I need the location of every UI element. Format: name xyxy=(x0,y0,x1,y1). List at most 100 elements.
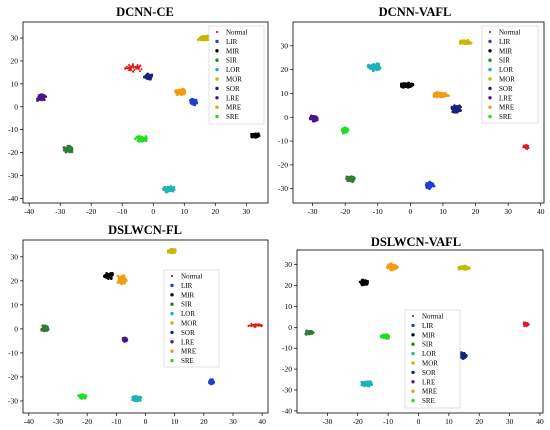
cluster-mre xyxy=(174,87,187,96)
scatter-points xyxy=(36,34,261,194)
scatter-point xyxy=(523,325,526,328)
cluster-sor xyxy=(143,72,154,81)
x-tick-label: -30 xyxy=(308,207,318,216)
legend-marker xyxy=(411,361,415,365)
scatter-point xyxy=(346,179,350,183)
scatter-point xyxy=(527,145,530,148)
scatter-point xyxy=(104,274,108,278)
scatter-point xyxy=(209,378,212,381)
scatter-point xyxy=(138,65,141,68)
scatter-point xyxy=(132,66,135,69)
x-tick-label: 20 xyxy=(212,207,220,216)
cluster-sir xyxy=(345,175,356,183)
panel-dcnn-vafl: DCNN-VAFL -30 -20 -10 0 10 20 30 40 -30 -20 -10 0 10… xyxy=(278,5,545,216)
scatter-point xyxy=(525,145,528,148)
x-tick-label: 10 xyxy=(171,417,179,426)
scatter-point xyxy=(364,381,368,384)
panel-title: DSLWCN-VAFL xyxy=(371,235,461,249)
scatter-point xyxy=(254,135,257,139)
scatter-point xyxy=(166,249,170,253)
cluster-sor xyxy=(457,351,468,360)
legend-label: MIR xyxy=(226,47,240,55)
scatter-point xyxy=(428,180,432,184)
scatter-point xyxy=(435,95,439,98)
scatter-point xyxy=(211,381,215,385)
scatter-point xyxy=(250,322,253,325)
x-tick-label: 0 xyxy=(144,417,148,426)
y-tick-label: 30 xyxy=(11,252,19,261)
scatter-point xyxy=(141,137,144,140)
legend-marker xyxy=(170,340,174,344)
legend-label: MOR xyxy=(499,76,515,84)
cluster-mir xyxy=(250,132,261,139)
legend-label: SOR xyxy=(226,85,240,93)
scatter-point xyxy=(146,73,149,76)
x-tick-label: -20 xyxy=(353,417,363,426)
scatter-point xyxy=(133,68,136,71)
panel-title: DCNN-CE xyxy=(116,5,174,19)
y-tick-label: 0 xyxy=(14,324,18,333)
scatter-point xyxy=(527,323,530,326)
legend-marker xyxy=(170,283,174,288)
scatter-point xyxy=(395,265,399,269)
scatter-point xyxy=(376,66,379,69)
scatter-point xyxy=(424,183,428,187)
cluster-sir xyxy=(304,329,315,336)
legend-label: MRE xyxy=(226,104,241,112)
cluster-normal xyxy=(247,322,263,328)
x-tick-label: 40 xyxy=(536,417,544,426)
legend-label: LOR xyxy=(499,66,513,74)
y-tick-label: -30 xyxy=(282,386,292,395)
scatter-point xyxy=(205,35,208,39)
scatter-points xyxy=(40,247,263,403)
scatter-point xyxy=(463,40,467,43)
scatter-point xyxy=(193,101,197,105)
scatter-point xyxy=(41,324,45,328)
y-tick-label: -10 xyxy=(278,137,288,146)
x-tick-label: 40 xyxy=(537,207,545,216)
scatter-point xyxy=(461,264,464,268)
scatter-point xyxy=(190,97,194,101)
scatter-point xyxy=(138,399,142,402)
cluster-lor xyxy=(161,185,176,194)
x-tick-label: 20 xyxy=(200,417,208,426)
scatter-point xyxy=(440,93,444,97)
scatter-point xyxy=(121,279,125,283)
y-tick-label: -30 xyxy=(8,171,18,180)
scatter-point xyxy=(434,92,437,95)
legend-label: LOR xyxy=(226,66,240,74)
y-tick-label: -40 xyxy=(8,194,18,203)
scatter-point xyxy=(439,95,442,99)
scatter-point xyxy=(314,115,318,119)
legend-label: SRE xyxy=(422,397,435,405)
scatter-point xyxy=(126,67,129,70)
legend-label: MIR xyxy=(499,47,513,55)
cluster-lor xyxy=(131,394,143,403)
legend-marker xyxy=(411,370,415,375)
scatter-point xyxy=(189,100,193,104)
legend-label: SRE xyxy=(181,357,194,365)
legend-marker xyxy=(170,293,174,297)
legend-label: SOR xyxy=(422,369,436,377)
scatter-point xyxy=(179,93,183,96)
scatter-point xyxy=(313,117,317,121)
y-tick-label: 30 xyxy=(285,260,293,269)
x-tick-label: 30 xyxy=(506,417,514,426)
scatter-point xyxy=(442,92,446,96)
legend-marker xyxy=(488,67,492,72)
scatter-point xyxy=(311,117,315,120)
legend-marker xyxy=(488,49,492,53)
x-tick-label: 40 xyxy=(258,417,266,426)
y-tick-label: 0 xyxy=(288,323,292,332)
x-tick-label: -20 xyxy=(340,207,350,216)
panel-dcnn-ce: DCNN-CE -40 -30 -20 -10 0 10 20 30 -40 -30 -20 -10 0… xyxy=(8,5,269,216)
scatter-point xyxy=(260,324,263,327)
scatter-point xyxy=(371,69,375,73)
legend-marker xyxy=(488,105,492,109)
legend-marker xyxy=(488,39,492,44)
legend-marker xyxy=(411,333,415,337)
scatter-point xyxy=(459,42,462,45)
cluster-lre xyxy=(121,336,129,343)
scatter-point xyxy=(306,331,310,334)
scatter-point xyxy=(522,321,525,324)
